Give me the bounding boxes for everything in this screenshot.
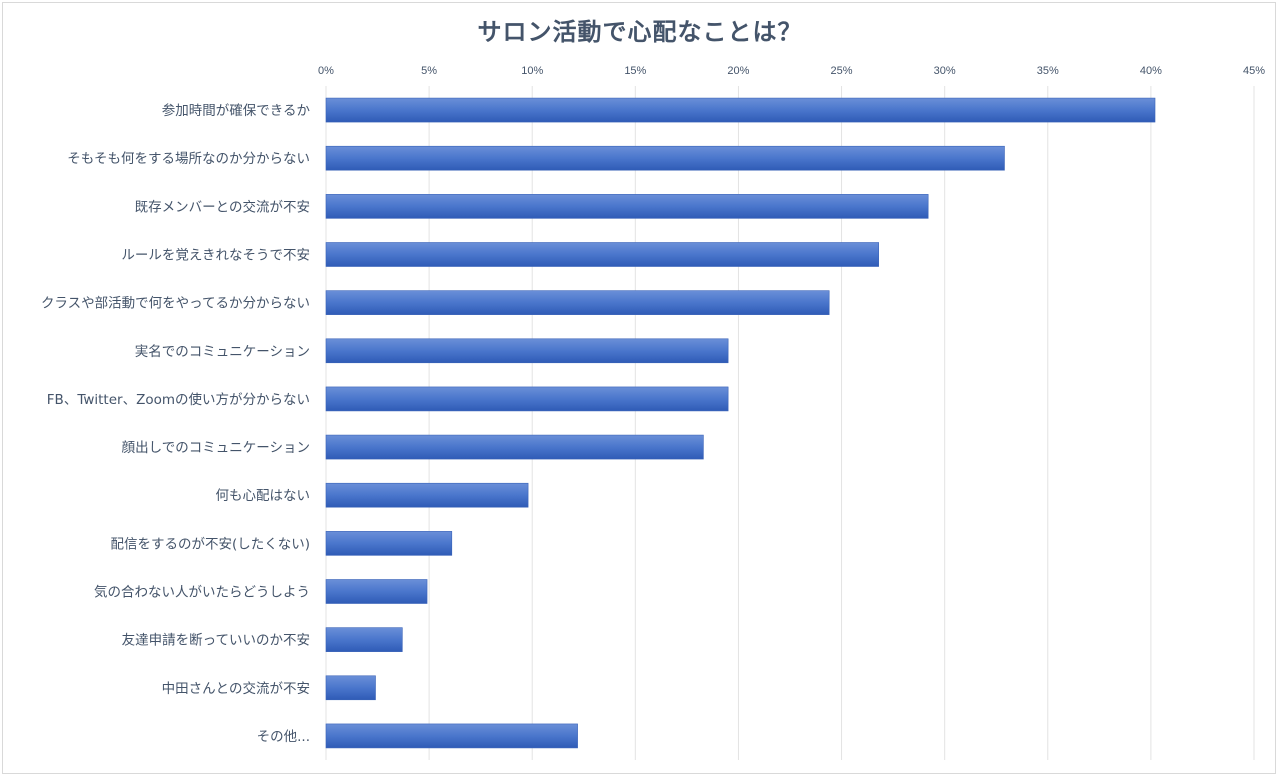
category-labels: 参加時間が確保できるかそもそも何をする場所なのか分からない既存メンバーとの交流が… xyxy=(41,102,311,745)
category-label: 何も心配はない xyxy=(216,488,311,504)
x-tick-label: 35% xyxy=(1037,65,1059,77)
category-label: 中田さんとの交流が不安 xyxy=(162,680,310,697)
category-label: クラスや部活動で何をやってるか分からない xyxy=(41,296,310,312)
bar xyxy=(325,627,403,652)
category-label: 友達申請を断っていいのか不安 xyxy=(122,633,310,649)
x-tick-label: 25% xyxy=(831,65,853,77)
bars xyxy=(325,97,1156,749)
category-label: そもそも何をする場所なのか分からない xyxy=(67,151,310,167)
bar xyxy=(325,723,578,749)
bar xyxy=(325,145,1005,171)
x-tick-label: 45% xyxy=(1243,65,1265,77)
category-label: ルールを覚えきれなそうで不安 xyxy=(121,248,310,264)
x-tick-label: 0% xyxy=(318,65,334,77)
category-label: 参加時間が確保できるか xyxy=(162,102,311,119)
bar xyxy=(325,434,704,460)
category-label: 実名でのコミュニケーション xyxy=(135,344,310,360)
x-tick-label: 40% xyxy=(1140,65,1162,77)
category-label: 気の合わない人がいたらどうしよう xyxy=(94,585,310,601)
category-label: FB、Twitter、Zoomの使い方が分からない xyxy=(47,391,310,408)
x-axis-ticks: 0% 5% 10% 15% 20% 25% 30% 35% 40% 45% xyxy=(318,65,1265,77)
bar xyxy=(325,675,376,701)
gridlines xyxy=(325,86,1255,760)
bar xyxy=(325,386,729,412)
bar xyxy=(325,338,729,364)
chart-title: サロン活動で心配なことは？ xyxy=(477,18,803,46)
x-tick-label: 20% xyxy=(727,65,749,77)
bar xyxy=(325,482,529,508)
bar xyxy=(325,242,879,267)
category-label: 配信をするのが不安(したくない) xyxy=(110,536,310,552)
category-label: 既存メンバーとの交流が不安 xyxy=(135,198,310,215)
bar xyxy=(325,290,830,315)
x-tick-label: 30% xyxy=(934,65,956,77)
bar xyxy=(325,194,929,219)
bar xyxy=(325,579,428,604)
bar xyxy=(325,97,1156,123)
x-tick-label: 15% xyxy=(624,65,646,77)
x-tick-label: 5% xyxy=(421,65,437,77)
x-tick-label: 10% xyxy=(521,65,543,77)
category-label: その他... xyxy=(257,729,310,745)
bar xyxy=(325,531,453,556)
category-label: 顔出しでのコミュニケーション xyxy=(122,440,310,456)
